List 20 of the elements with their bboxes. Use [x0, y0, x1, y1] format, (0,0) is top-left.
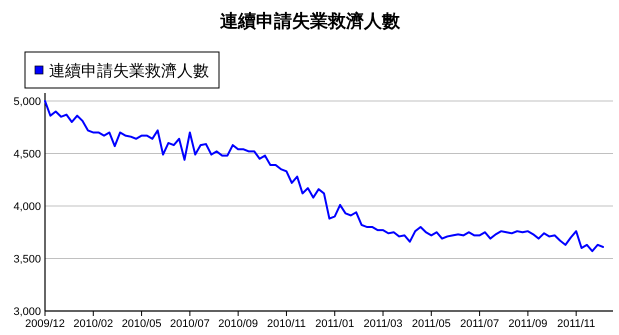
xtick: 2011/07 — [460, 318, 500, 330]
ytick: 5,000 — [13, 96, 41, 108]
legend: 連續申請失業救濟人數 — [24, 52, 220, 88]
xtick: 2011/03 — [364, 318, 402, 330]
ytick: 4,000 — [13, 201, 41, 213]
xtick: 2009/12 — [25, 318, 65, 330]
ytick: 4,500 — [13, 148, 41, 160]
xtick: 2010/09 — [218, 318, 258, 330]
xtick: 2010/07 — [170, 318, 210, 330]
title: 連續申請失業救濟人數 — [220, 11, 400, 31]
ytick: 3,500 — [13, 254, 41, 266]
xtick: 2011/01 — [315, 318, 354, 330]
xtick: 2011/11 — [557, 318, 596, 330]
legend-label: 連續申請失業救濟人數 — [49, 62, 209, 80]
ytick: 3,000 — [13, 306, 41, 318]
xtick: 2010/11 — [266, 318, 306, 330]
xtick: 2011/09 — [508, 318, 548, 330]
xtick: 2010/05 — [122, 318, 162, 330]
xtick: 2011/05 — [412, 318, 451, 330]
xtick: 2010/02 — [73, 318, 114, 330]
